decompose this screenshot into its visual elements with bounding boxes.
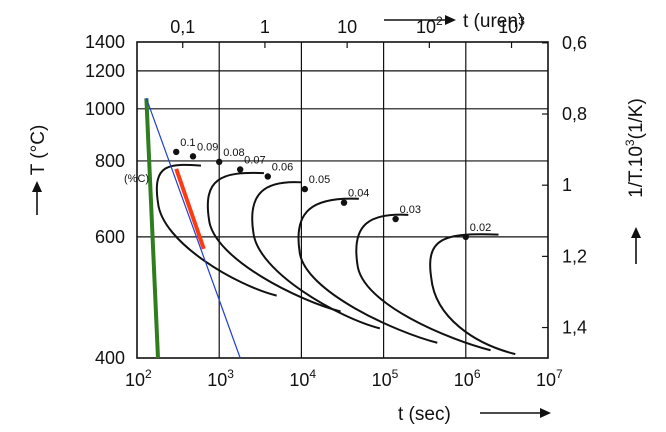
right-tick-label: 1 — [562, 175, 572, 195]
top-tick-label: 1 — [260, 17, 270, 37]
top-tick-label: 103 — [498, 14, 525, 37]
top-axis-arrow-head — [445, 15, 456, 25]
bottom-tick-label: 105 — [372, 367, 399, 390]
bottom-axis-arrow-head — [540, 408, 551, 418]
carbon-value-label: 0.05 — [309, 174, 330, 186]
bottom-tick-label: 104 — [289, 367, 316, 390]
carbon-value-label: 0.06 — [272, 161, 293, 173]
nose-point — [189, 153, 197, 160]
nose-point — [236, 166, 244, 173]
top-tick-base: 0,1 — [170, 17, 195, 37]
nose-point — [264, 173, 271, 180]
bottom-tick-exp: 2 — [145, 367, 152, 381]
top-tick-label: 0,1 — [170, 17, 195, 37]
nose-point — [392, 215, 399, 223]
plot-frame — [136, 41, 549, 359]
cooling-lines — [144, 98, 241, 359]
c-curves — [155, 163, 516, 356]
top-tick-exp: 3 — [518, 14, 525, 28]
c-curve — [297, 197, 438, 344]
bottom-axis-label: t (sec) — [398, 404, 451, 425]
top-tick-exp: 2 — [436, 14, 443, 28]
bottom-tick-base: 10 — [289, 370, 309, 390]
bottom-tick-base: 10 — [536, 370, 556, 390]
data-points: 0.1 0.09 0.080.07 0.06 0.05 0.04 0.03 0.02 — [173, 137, 491, 241]
right-tick-label: 0,8 — [562, 104, 587, 124]
carbon-label: (%C) — [124, 173, 149, 185]
bottom-tick-base: 10 — [454, 370, 474, 390]
carbon-value-label: 0.07 — [244, 154, 265, 166]
right-tick-label: 1,4 — [562, 318, 587, 338]
right-axis-title: 1/T.103(1/K) — [623, 98, 647, 264]
bottom-tick-label: 103 — [207, 367, 234, 390]
bottom-tick-exp: 4 — [309, 367, 316, 381]
c-curve — [429, 233, 516, 356]
cooling-line-red — [174, 168, 206, 250]
bottom-tick-label: 107 — [536, 367, 563, 390]
grid-lines — [137, 42, 548, 358]
right-axis-label-suffix: (1/K) — [626, 98, 647, 139]
top-axis-label: t (uren) — [463, 11, 524, 32]
nose-point — [301, 185, 309, 193]
top-tick-base: 10 — [337, 17, 357, 37]
left-tick-label: 1400 — [85, 32, 125, 52]
left-axis-title: T (°C) — [28, 125, 49, 215]
left-axis-label: T (°C) — [28, 125, 49, 176]
bottom-tick-base: 10 — [372, 370, 392, 390]
bottom-tick-base: 10 — [207, 370, 227, 390]
top-tick-base: 10 — [498, 17, 518, 37]
top-tick-label: 102 — [416, 14, 443, 37]
carbon-value-label: 0.09 — [197, 141, 218, 153]
c-curve — [206, 171, 341, 313]
top-axis-title: t (uren) — [384, 11, 524, 32]
right-tick-label: 0,6 — [562, 33, 587, 53]
c-curve — [251, 181, 381, 330]
bottom-tick-base: 10 — [125, 370, 145, 390]
left-tick-label: 400 — [95, 348, 125, 368]
nose-point — [173, 148, 180, 156]
bottom-axis-title: t (sec) — [398, 404, 551, 425]
cooling-line-blue — [145, 98, 241, 359]
right-axis-arrow-head — [631, 227, 641, 238]
carbon-value-label: 0.04 — [348, 188, 369, 200]
left-tick-label: 1000 — [85, 99, 125, 119]
left-axis-arrow-head — [32, 181, 42, 192]
right-axis-label-exp: 3 — [623, 139, 637, 146]
bottom-tick-exp: 5 — [392, 367, 399, 381]
nose-point — [462, 233, 469, 241]
c-curve — [155, 163, 277, 297]
bottom-tick-exp: 6 — [474, 367, 481, 381]
top-tick-label: 10 — [337, 17, 357, 37]
tick-labels: 102 103 104 105 106 1074006008001000120014000… — [85, 14, 587, 390]
bottom-tick-label: 102 — [125, 367, 152, 390]
top-tick-base: 1 — [260, 17, 270, 37]
right-tick-label: 1,2 — [562, 246, 587, 266]
right-axis-label: 1/T.103(1/K) — [623, 98, 647, 198]
c-curve — [355, 213, 491, 352]
bottom-tick-exp: 3 — [227, 367, 234, 381]
nose-point — [216, 158, 223, 166]
carbon-value-label: 0.03 — [400, 204, 421, 216]
cooling-line-green — [144, 98, 160, 359]
carbon-value-label: 0.02 — [470, 222, 491, 234]
nose-point — [340, 199, 348, 206]
left-tick-label: 1200 — [85, 61, 125, 81]
left-tick-label: 600 — [95, 227, 125, 247]
top-tick-base: 10 — [416, 17, 436, 37]
bottom-tick-label: 106 — [454, 367, 481, 390]
carbon-value-label: 0.08 — [223, 147, 244, 159]
bottom-tick-exp: 7 — [556, 367, 563, 381]
left-tick-label: 800 — [95, 151, 125, 171]
carbon-value-label: 0.1 — [180, 137, 195, 149]
right-axis-label-prefix: 1/T.10 — [626, 146, 647, 198]
